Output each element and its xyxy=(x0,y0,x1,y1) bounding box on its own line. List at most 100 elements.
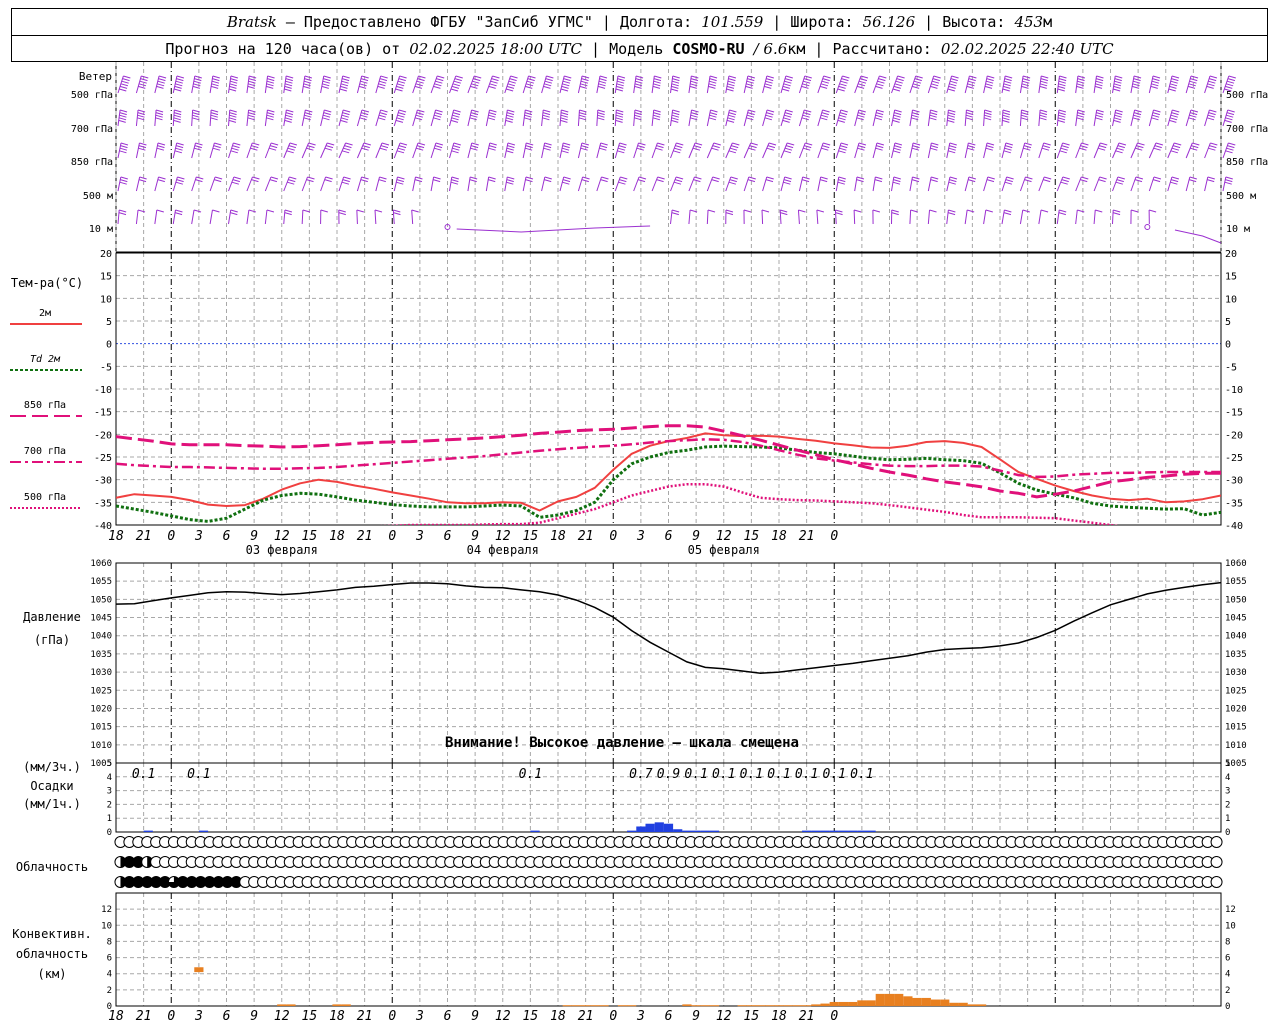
wind-barb-flag xyxy=(450,88,459,92)
wind-barb-flag xyxy=(1002,119,1010,123)
wind-barb-flag xyxy=(343,109,351,113)
wind-barb-flag xyxy=(1002,114,1010,118)
conv-bar xyxy=(627,1005,637,1007)
wind-barb-flag xyxy=(985,80,994,84)
time-tick-label: 21 xyxy=(357,1009,373,1024)
wind-barb-flag xyxy=(1171,75,1180,79)
wind-barb-flag xyxy=(157,80,165,84)
conv-tick-right: 8 xyxy=(1225,937,1230,947)
wind-barb-flag xyxy=(657,142,665,146)
time-tick-label: 6 xyxy=(665,1009,673,1024)
time-tick-label: 3 xyxy=(636,1009,645,1024)
wind-barb xyxy=(412,75,419,94)
wind-barb-flag xyxy=(381,142,390,146)
wind-barb-flag xyxy=(525,176,534,180)
wind-barb xyxy=(779,209,782,225)
wind-barb-flag xyxy=(1207,179,1215,183)
wind-barb-flag xyxy=(1226,147,1234,151)
wind-barb-flag xyxy=(1148,209,1157,213)
temp-tick-left: -15 xyxy=(94,408,112,419)
wind-barb-flag xyxy=(876,112,884,116)
wind-barb-flag xyxy=(121,80,129,84)
temp-tick-right: -25 xyxy=(1225,453,1243,464)
wind-barb-flag xyxy=(838,117,846,121)
wind-barb-flag xyxy=(545,78,553,82)
wind-barb-flag xyxy=(342,75,350,79)
wind-barb-flag xyxy=(1190,147,1198,151)
wind-barb-flag xyxy=(1006,176,1014,180)
wind-barb-flag xyxy=(783,179,792,183)
wind-barb-flag xyxy=(1134,179,1143,183)
wind-barb-flag xyxy=(266,114,274,118)
wind-barb-flag xyxy=(1003,150,1011,154)
conv-tick-left: 10 xyxy=(101,921,112,931)
wind-barb-flag xyxy=(285,112,294,116)
wind-barb-flag xyxy=(341,181,350,185)
wind-barb xyxy=(191,209,195,225)
wind-barb-flag xyxy=(1004,78,1012,82)
wind-barb-flag xyxy=(1133,114,1141,118)
wind-barb-flag xyxy=(214,176,223,180)
wind-barb-flag xyxy=(1076,83,1085,87)
wind-barb-flag xyxy=(1152,179,1161,183)
precip-tick-right: 1 xyxy=(1225,814,1230,824)
wind-barb-flag xyxy=(416,80,424,84)
wind-barb-flag xyxy=(396,117,404,121)
wind-barb xyxy=(356,176,363,192)
wind-barb-flag xyxy=(1226,83,1234,87)
wind-barb-flag xyxy=(176,179,184,183)
wind-barb-flag xyxy=(579,112,587,116)
temp-legend-label: 700 гПа xyxy=(24,446,66,457)
wind-barb xyxy=(577,142,583,159)
wind-barb-flag xyxy=(325,176,333,180)
time-tick-label: 12 xyxy=(274,529,290,544)
lon-value: 101.559 xyxy=(701,13,764,31)
wind-barb-flag xyxy=(323,112,331,116)
time-tick-label: 6 xyxy=(665,529,673,544)
time-tick-label: 18 xyxy=(108,529,124,544)
wind-barb-flag xyxy=(728,75,737,79)
wind-barb-flag xyxy=(823,75,831,79)
wind-barb-flag xyxy=(801,179,810,183)
wind-barb-flag xyxy=(434,145,443,149)
wind-barb-flag xyxy=(1208,78,1217,82)
wind-barb-flag xyxy=(672,112,680,116)
wind-barb xyxy=(780,109,787,127)
wind-barb-flag xyxy=(878,78,886,82)
wind-barb-flag xyxy=(748,147,756,151)
wind-barb-flag xyxy=(1113,117,1122,121)
wind-barb-flag xyxy=(1041,147,1050,151)
precip-unit-3h: (мм/3ч.) xyxy=(23,760,81,774)
precip-tick-left: 2 xyxy=(107,800,112,810)
wind-barb-flag xyxy=(176,75,185,79)
wind-barb-flag xyxy=(911,147,920,151)
wind-barb-flag xyxy=(674,147,682,151)
wind-barb-flag xyxy=(967,80,976,84)
wind-barb-flag xyxy=(343,176,351,180)
wind-barb-flag xyxy=(616,109,624,113)
wind-barb-flag xyxy=(544,83,552,87)
wind-barb-flag xyxy=(1116,179,1124,183)
wind-barb-flag xyxy=(690,117,698,121)
wind-barb-flag xyxy=(784,176,792,180)
wind-barb xyxy=(1056,176,1064,192)
wind-barb-flag xyxy=(747,179,756,183)
wind-barb-flag xyxy=(451,176,459,180)
wind-barb-flag xyxy=(1077,112,1085,116)
day-label: 05 февраля xyxy=(688,543,760,557)
pressure-tick-right: 1030 xyxy=(1225,668,1247,678)
wind-barb-flag xyxy=(635,78,643,82)
wind-barb-flag xyxy=(1189,112,1198,116)
wind-barb-flag xyxy=(398,112,406,116)
wind-barbs xyxy=(117,75,1236,244)
wind-barb xyxy=(835,75,843,94)
wind-barb-flag xyxy=(708,83,716,87)
wind-barb-flag xyxy=(399,75,407,79)
wind-barb-flag xyxy=(1058,80,1066,84)
wind-barb-flag xyxy=(437,75,445,79)
precip-bar xyxy=(530,830,540,832)
wind-barb xyxy=(983,176,989,192)
time-tick-label: 3 xyxy=(415,1009,424,1024)
pressure-tick-right: 1020 xyxy=(1225,704,1247,714)
wind-barb-flag xyxy=(987,176,995,180)
